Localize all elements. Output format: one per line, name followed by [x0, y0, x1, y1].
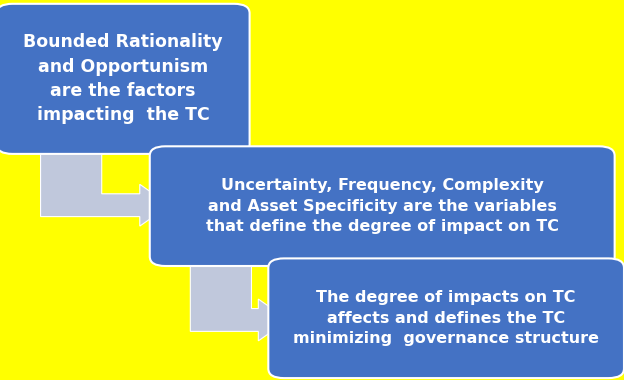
FancyBboxPatch shape	[150, 146, 615, 266]
FancyBboxPatch shape	[268, 258, 624, 378]
Text: Bounded Rationality
and Opportunism
are the factors
impacting  the TC: Bounded Rationality and Opportunism are …	[24, 33, 223, 124]
Polygon shape	[190, 256, 288, 341]
FancyBboxPatch shape	[0, 4, 250, 154]
Text: Uncertainty, Frequency, Complexity
and Asset Specificity are the variables
that : Uncertainty, Frequency, Complexity and A…	[206, 178, 558, 234]
Text: The degree of impacts on TC
affects and defines the TC
minimizing  governance st: The degree of impacts on TC affects and …	[293, 290, 599, 346]
Polygon shape	[41, 144, 170, 226]
